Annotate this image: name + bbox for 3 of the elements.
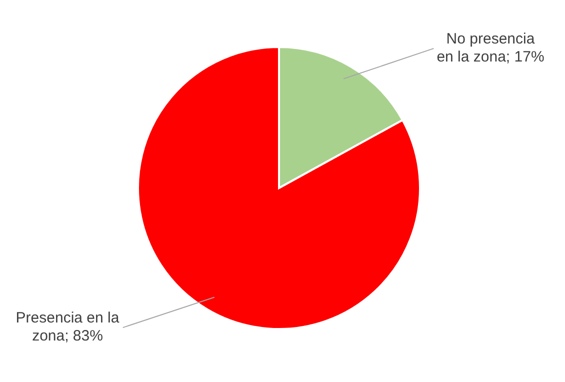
- pie-slice: [137, 46, 421, 330]
- slice-label: No presencia en la zona; 17%: [436, 30, 544, 66]
- slice-label: Presencia en la zona; 83%: [16, 310, 120, 345]
